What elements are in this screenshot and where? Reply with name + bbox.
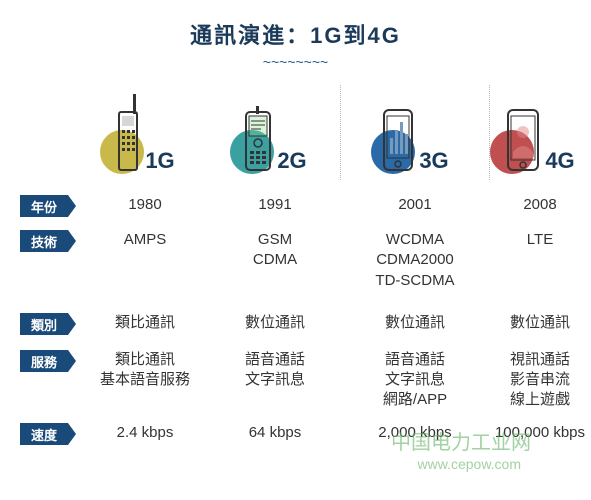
page-title: 通訊演進：1G到4G (0, 0, 591, 50)
svc-1g-2: 基本語音服務 (80, 370, 210, 390)
cat-2g: 數位通訊 (210, 313, 340, 333)
cat-1g: 類比通訊 (80, 313, 210, 333)
label-1g: 1G (145, 148, 174, 174)
svc-3g-2: 文字訊息 (341, 370, 489, 390)
svc-2g-2: 文字訊息 (210, 370, 340, 390)
phone-2g-icon (243, 106, 273, 174)
svc-4g-2: 影音串流 (490, 370, 590, 390)
col-3g: 3G 2001 WCDMA CDMA2000 TD-SCDMA 數位通訊 語音通… (340, 85, 490, 180)
svc-4g-1: 視訊通話 (490, 350, 590, 370)
tag-category: 類別 (20, 313, 68, 335)
label-4g: 4G (545, 148, 574, 174)
label-3g: 3G (419, 148, 448, 174)
year-3g: 2001 (341, 195, 489, 215)
cat-3g: 數位通訊 (341, 313, 489, 333)
phone-4g-icon (505, 108, 541, 174)
tech-2g: GSM CDMA (210, 230, 340, 271)
year-1g: 1980 (80, 195, 210, 215)
tag-year: 年份 (20, 195, 68, 217)
svc-4g-3: 線上遊戲 (490, 390, 590, 410)
col-1g: 1G 1980 AMPS 類比通訊 類比通訊 基本語音服務 2.4 kbps (80, 85, 210, 180)
spd-1g: 2.4 kbps (80, 423, 210, 443)
svc-3g-3: 網路/APP (341, 390, 489, 410)
watermark-text: 中国电力工业网 (391, 426, 531, 455)
tech-3g: WCDMA CDMA2000 TD-SCDMA (341, 230, 489, 291)
tech-1g: AMPS (80, 230, 210, 250)
svc-1g-1: 類比通訊 (80, 350, 210, 370)
watermark-url: www.cepow.com (418, 456, 521, 472)
col-2g: 2G 1991 GSM CDMA 數位通訊 語音通話 文字訊息 64 kbps (210, 85, 340, 180)
phone-3g-icon (381, 108, 415, 174)
tech-4g: LTE (490, 230, 590, 250)
tag-speed: 速度 (20, 423, 68, 445)
year-2g: 1991 (210, 195, 340, 215)
label-2g: 2G (277, 148, 306, 174)
cat-4g: 數位通訊 (490, 313, 590, 333)
spd-2g: 64 kbps (210, 423, 340, 443)
phone-1g-icon (115, 94, 141, 174)
col-4g: 4G 2008 LTE 數位通訊 視訊通話 影音串流 線上遊戲 100,000 … (490, 85, 590, 180)
tag-service: 服務 (20, 350, 68, 372)
zigzag-divider: ~~~~~~~~ (0, 54, 591, 70)
year-4g: 2008 (490, 195, 590, 215)
svc-3g-1: 語音通話 (341, 350, 489, 370)
tag-tech: 技術 (20, 230, 68, 252)
svc-2g-1: 語音通話 (210, 350, 340, 370)
